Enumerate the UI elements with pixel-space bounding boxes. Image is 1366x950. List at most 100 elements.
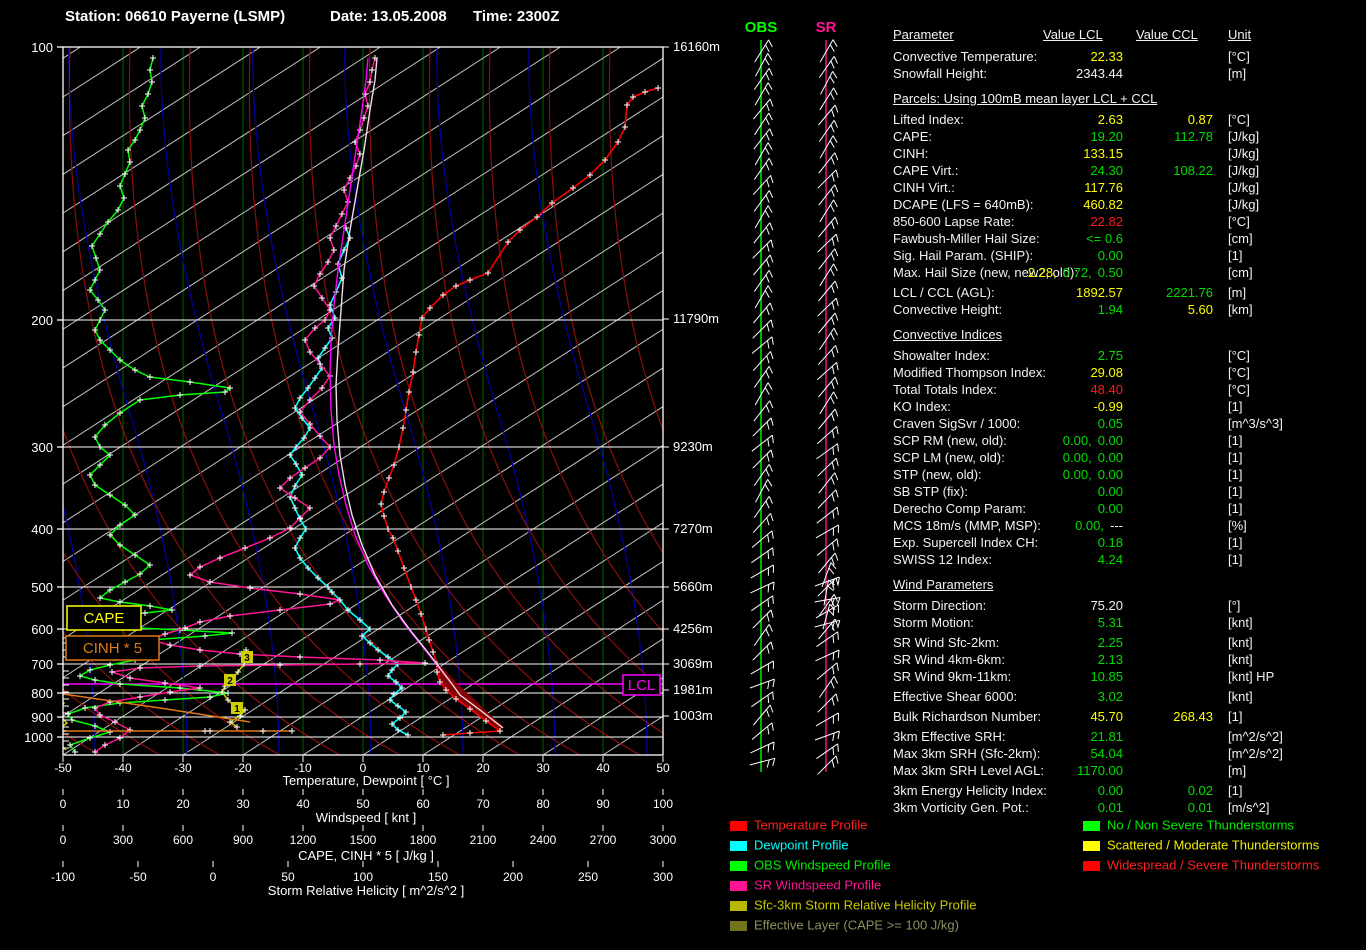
param-value-lcl: 3.02 [948, 688, 1123, 705]
legend-item: No / Non Severe Thunderstorms [1083, 818, 1363, 838]
section-header: Parcels: Using 100mB mean layer LCL + CC… [893, 90, 1363, 108]
param-value-lcl: 48.40 [948, 381, 1123, 398]
x-axis-tick-label: 30 [236, 797, 250, 811]
parameter-table: ParameterValue LCLValue CCLUnitConvectiv… [893, 26, 1363, 816]
x-axis-title: Windspeed [ knt ] [316, 810, 416, 825]
legend-swatch-icon [730, 901, 747, 911]
param-row: Convective Height:1.945.60[km] [893, 301, 1363, 318]
wind-barb [817, 507, 839, 523]
param-row: SCP RM (new, old):0.00,0.00[1] [893, 432, 1363, 449]
lcl-label: LCL [628, 677, 656, 694]
wind-barb [752, 531, 773, 548]
grid-isotherm [123, 47, 880, 755]
param-row: 3km Vorticity Gen. Pot.:0.010.01[m/s^2] [893, 799, 1363, 816]
x-axis-tick-label: -30 [174, 761, 192, 775]
param-unit: [%] [1228, 517, 1247, 534]
x-axis-tick-label: 30 [536, 761, 550, 775]
legend-swatch-icon [730, 861, 747, 871]
param-unit: [1] [1228, 247, 1242, 264]
x-axis-tick-label: 0 [60, 797, 67, 811]
wind-barb [816, 713, 839, 726]
param-value-lcl: 22.33 [948, 48, 1123, 65]
wind-barb [819, 676, 837, 697]
grid-moist-adiabat [161, 47, 279, 755]
grid-dry-adiabat [609, 47, 880, 755]
param-value-lcl: 0.01 [948, 799, 1123, 816]
pressure-tick-label: 1000 [24, 730, 53, 745]
x-axis-tick-label: 0 [210, 870, 217, 884]
param-row: 3km Energy Helicity Index:0.000.02[1] [893, 782, 1363, 799]
wind-barb [819, 594, 837, 615]
param-row: SR Wind Sfc-2km:2.25[knt] [893, 634, 1363, 651]
param-row: SR Wind 9km-11km:10.85[knt] HP [893, 668, 1363, 685]
legend-item: Dewpoint Profile [730, 838, 1070, 858]
x-axis-tick-label: -100 [51, 870, 75, 884]
wind-barb [816, 525, 839, 538]
param-value-ccl: 2221.76 [1133, 284, 1213, 301]
param-value-lcl: 0.00,0.00 [948, 466, 1123, 483]
legend-label: Effective Layer (CAPE >= 100 J/kg) [754, 918, 959, 933]
x-axis-tick-label: 80 [536, 797, 550, 811]
param-value-lcl: 2.25 [948, 634, 1123, 651]
legend-label: Temperature Profile [754, 818, 867, 833]
wind-barb [754, 401, 773, 422]
param-unit: [cm] [1228, 230, 1253, 247]
param-value-lcl: 2.75 [948, 347, 1123, 364]
wind-barb [817, 663, 838, 680]
wind-barb [750, 758, 775, 767]
param-row: Storm Motion:5.31[knt] [893, 614, 1363, 631]
param-value-lcl: 0.00 [948, 247, 1123, 264]
param-unit: [J/kg] [1228, 128, 1259, 145]
x-axis-tick-label: -40 [114, 761, 132, 775]
x-axis-tick-label: 2400 [530, 833, 557, 847]
param-row: CAPE:19.20112.78[J/kg] [893, 128, 1363, 145]
param-value-lcl: 10.85 [948, 668, 1123, 685]
param-row: 850-600 Lapse Rate:22.82[°C] [893, 213, 1363, 230]
param-value-lcl: 0.00 [948, 500, 1123, 517]
grid-isotherm [303, 47, 880, 755]
param-unit: [°] [1228, 597, 1240, 614]
param-row: DCAPE (LFS = 640mB):460.82[J/kg] [893, 196, 1363, 213]
param-value-ccl: 5.60 [1133, 301, 1213, 318]
param-unit: [1] [1228, 432, 1242, 449]
legend-item: SR Windspeed Profile [730, 878, 1070, 898]
param-value-lcl: 133.15 [948, 145, 1123, 162]
severity-legend: No / Non Severe ThunderstormsScattered /… [1083, 818, 1363, 878]
sounding-app-window: Station: 06610 Payerne (LSMP) Date: 13.0… [0, 0, 1366, 950]
pressure-tick-label: 500 [31, 580, 53, 595]
wind-barb [818, 694, 838, 712]
x-axis-title: Storm Relative Helicity [ m^2/s^2 ] [268, 883, 464, 898]
section-header: Wind Parameters [893, 576, 1363, 594]
param-value-lcl: 1170.00 [948, 762, 1123, 779]
wind-barb [820, 40, 837, 63]
param-unit: [1] [1228, 708, 1242, 725]
obs-column-label: OBS [745, 19, 778, 36]
param-row: MCS 18m/s (MMP, MSP):0.00,---[%] [893, 517, 1363, 534]
param-row: STP (new, old):0.00,0.00[1] [893, 466, 1363, 483]
param-label: KO Index: [893, 398, 951, 415]
param-value-lcl: 29.08 [948, 364, 1123, 381]
param-unit: [1] [1228, 500, 1242, 517]
param-label: CINH: [893, 145, 928, 162]
param-unit: [m^3/s^3] [1228, 415, 1283, 432]
height-label: 11790m [673, 311, 719, 326]
param-value-lcl: 2.13 [948, 651, 1123, 668]
param-unit: [°C] [1228, 381, 1250, 398]
param-row: CAPE Virt.:24.30108.22[J/kg] [893, 162, 1363, 179]
x-axis-tick-label: 1200 [290, 833, 317, 847]
legend-item: Sfc-3km Storm Relative Helicity Profile [730, 898, 1070, 918]
height-label: 16160m [673, 39, 720, 54]
grid-dry-adiabat [189, 47, 520, 755]
x-axis-tick-label: 100 [353, 870, 373, 884]
param-value-ccl: 112.78 [1133, 128, 1213, 145]
wind-barb [820, 392, 838, 414]
wind-barb [752, 723, 773, 740]
x-axis-tick-label: -50 [129, 870, 147, 884]
param-unit: [m^2/s^2] [1228, 728, 1283, 745]
x-axis-tick-label: 40 [296, 797, 310, 811]
wind-barb [755, 143, 772, 166]
wind-barb [818, 345, 838, 364]
x-axis-tick-label: 200 [503, 870, 523, 884]
param-row: SR Wind 4km-6km:2.13[knt] [893, 651, 1363, 668]
wind-barb [754, 366, 772, 387]
